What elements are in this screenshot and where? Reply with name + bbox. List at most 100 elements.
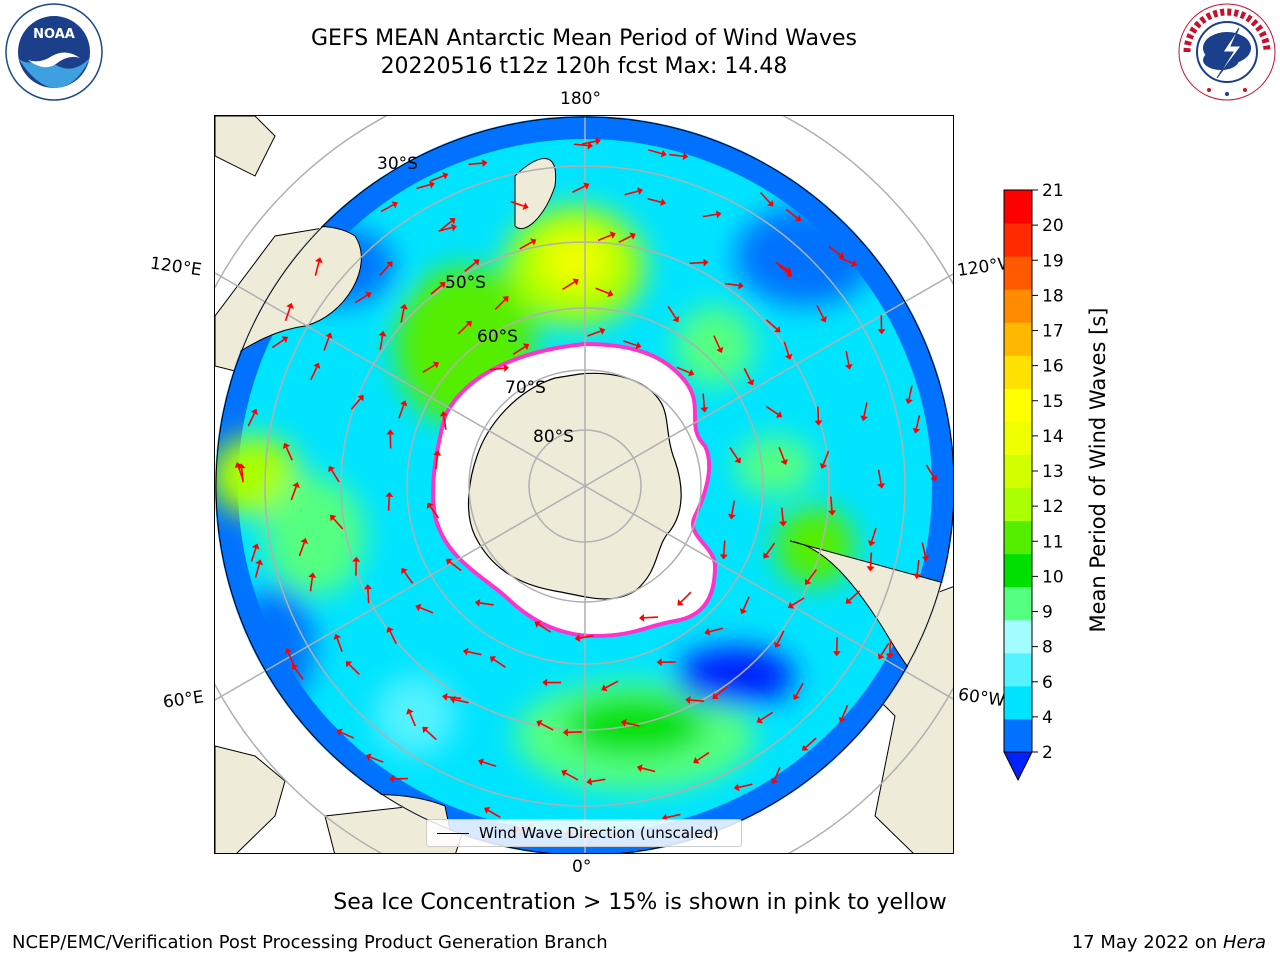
wave-arrow-head xyxy=(804,578,812,585)
wave-arrow-head xyxy=(620,718,627,727)
wave-arrow-head xyxy=(921,555,930,562)
wave-arrow xyxy=(247,413,256,427)
wave-arrow-head xyxy=(784,353,793,360)
colorbar-tick-label: 9 xyxy=(1042,603,1053,623)
wave-arrow xyxy=(403,571,414,584)
wave-arrow xyxy=(723,540,726,555)
wave-arrow-head xyxy=(328,465,336,473)
wave-arrow-head xyxy=(586,777,593,786)
wave-arrow xyxy=(696,751,710,761)
wave-arrow xyxy=(348,664,360,675)
colorbar-tick-label: 6 xyxy=(1042,673,1053,693)
wave-arrow xyxy=(841,704,849,719)
wave-arrow xyxy=(715,686,728,697)
wave-arrow-head xyxy=(237,463,246,469)
wave-arrow xyxy=(880,642,890,656)
footer-machine: Hera xyxy=(1222,932,1266,953)
wave-arrow-head xyxy=(787,601,795,609)
wave-arrow-head xyxy=(756,716,764,724)
footer-date: 17 May 2022 on Hera xyxy=(1072,932,1266,953)
wave-arrow-head xyxy=(522,202,529,210)
wave-arrow xyxy=(387,496,391,511)
wave-arrow-head xyxy=(716,346,724,353)
colorbar-bin-3 xyxy=(1004,619,1032,654)
wave-arrow xyxy=(430,175,444,182)
footer-date-text: 17 May 2022 on xyxy=(1071,932,1223,953)
wave-arrow-head xyxy=(462,647,469,656)
wave-arrow xyxy=(400,308,405,323)
wave-arrow xyxy=(419,606,434,614)
wave-arrow xyxy=(738,783,753,789)
wave-arrow xyxy=(669,153,684,157)
wave-arrow xyxy=(713,335,721,349)
wave-arrow-head xyxy=(727,513,736,520)
colorbar-bin-11 xyxy=(1004,355,1032,389)
wave-arrow xyxy=(863,402,868,417)
colorbar-tick-label: 20 xyxy=(1042,216,1064,236)
wave-arrow xyxy=(271,339,285,349)
wave-arrow-head xyxy=(779,521,788,527)
wave-arrow-head xyxy=(819,462,828,469)
wave-arrow xyxy=(468,162,483,166)
wave-arrow-head xyxy=(465,320,472,328)
wave-arrow xyxy=(921,542,927,557)
wave-arrow xyxy=(776,630,785,644)
colorbar-label: Mean Period of Wind Waves [s] xyxy=(1086,307,1110,633)
wave-arrow-head xyxy=(522,343,530,351)
wave-arrow xyxy=(573,143,589,147)
wave-arrow xyxy=(618,235,632,244)
wave-arrow-head xyxy=(336,728,343,736)
wave-arrow-head xyxy=(315,257,323,264)
colorbar-bin-2 xyxy=(1004,652,1032,687)
svg-text:NOAA: NOAA xyxy=(33,27,75,42)
wave-arrow xyxy=(490,367,505,371)
colorbar-tick-label: 19 xyxy=(1042,251,1064,271)
wave-arrow-head xyxy=(406,708,414,715)
wave-arrow xyxy=(237,466,244,481)
wave-arrow xyxy=(422,364,436,374)
wave-arrow-head xyxy=(802,744,809,751)
colorbar-bin-6 xyxy=(1004,520,1032,555)
wave-arrow xyxy=(877,469,882,484)
wave-arrow xyxy=(676,366,690,374)
wave-direction-arrows xyxy=(234,137,938,839)
wave-arrow-head xyxy=(635,341,642,350)
wave-arrow-head xyxy=(814,420,823,426)
wave-arrow xyxy=(416,183,431,190)
wave-arrow-head xyxy=(542,678,548,687)
wave-arrow xyxy=(765,542,776,555)
wave-arrow xyxy=(702,213,717,218)
wave-arrow xyxy=(625,722,640,727)
wave-arrow xyxy=(869,552,873,567)
wave-arrow xyxy=(829,496,833,511)
wave-arrow-head xyxy=(300,538,308,545)
wave-arrow xyxy=(775,261,788,271)
wave-arrow-head xyxy=(378,330,387,337)
wave-arrow-head xyxy=(913,573,922,579)
colorbar-bin-14 xyxy=(1004,256,1032,290)
wave-arrow-head xyxy=(281,336,289,343)
wave-arrow-head xyxy=(284,647,293,655)
colorbar-tick-label: 18 xyxy=(1042,286,1064,306)
wave-arrow-head xyxy=(442,172,449,180)
wave-arrow xyxy=(690,699,705,703)
wave-arrow xyxy=(729,447,739,460)
wave-arrow xyxy=(760,191,771,204)
wave-arrow-head xyxy=(574,634,581,642)
colorbar-tick-label: 14 xyxy=(1042,427,1064,447)
wave-arrow-head xyxy=(415,603,422,612)
wave-arrow-head xyxy=(386,429,395,435)
wave-arrow-head xyxy=(530,238,537,246)
wave-arrow-head xyxy=(867,540,876,547)
colorbar-tick-label: 13 xyxy=(1042,462,1064,482)
wave-arrow xyxy=(778,446,785,461)
wave-arrow-head xyxy=(345,661,353,668)
wave-arrow xyxy=(648,149,662,155)
wave-arrow xyxy=(354,294,368,304)
legend-label: Wind Wave Direction (unscaled) xyxy=(479,824,719,842)
wave-arrow xyxy=(409,712,417,727)
colorbar-bin-8 xyxy=(1004,454,1032,489)
wave-arrow-head xyxy=(837,251,845,259)
wave-arrow xyxy=(430,284,443,295)
wave-arrow-head xyxy=(482,159,488,168)
